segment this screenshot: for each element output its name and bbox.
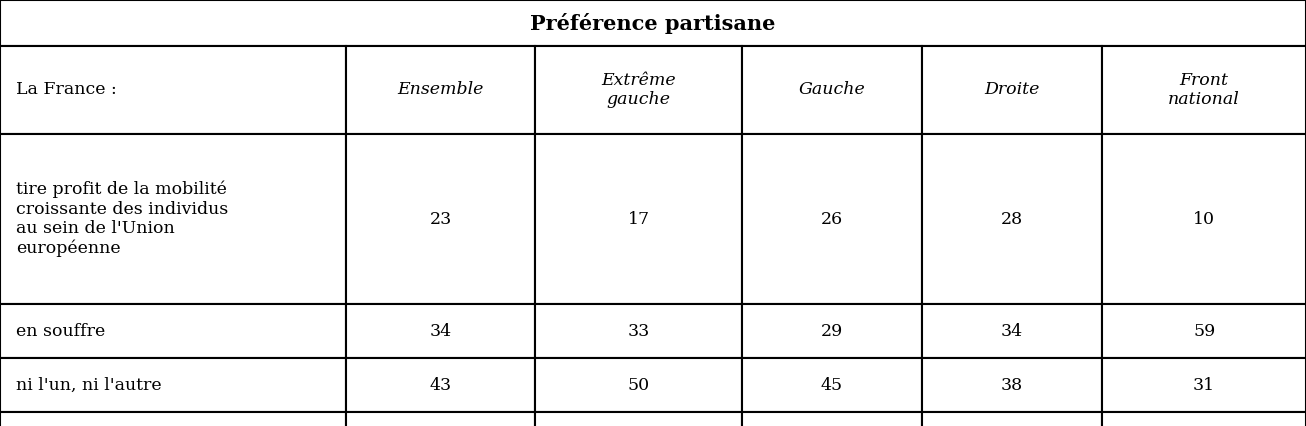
Text: 34: 34 (1002, 322, 1023, 340)
Text: 38: 38 (1002, 377, 1023, 394)
Text: tire profit de la mobilité
croissante des individus
au sein de l'Union
européenn: tire profit de la mobilité croissante de… (16, 181, 229, 257)
Text: ni l'un, ni l'autre: ni l'un, ni l'autre (16, 377, 162, 394)
Bar (346, 304, 535, 358)
Text: Droite: Droite (985, 81, 1040, 98)
Bar (922, 304, 1102, 358)
Bar (0, 134, 346, 304)
Text: 45: 45 (821, 377, 842, 394)
Bar (535, 412, 742, 426)
Text: 28: 28 (1002, 210, 1023, 227)
Bar (922, 134, 1102, 304)
Bar (535, 358, 742, 412)
Bar (1102, 134, 1306, 304)
Bar (742, 134, 922, 304)
Text: La France :: La France : (16, 81, 116, 98)
Bar (346, 46, 535, 134)
Bar (742, 412, 922, 426)
Bar (535, 304, 742, 358)
Text: 29: 29 (820, 322, 844, 340)
Text: Extrême
gauche: Extrême gauche (601, 72, 677, 108)
Text: 33: 33 (627, 322, 650, 340)
Bar (0, 412, 346, 426)
Bar (0, 304, 346, 358)
Bar (0, 358, 346, 412)
Text: Front
national: Front national (1169, 72, 1239, 108)
Text: 23: 23 (430, 210, 452, 227)
Text: 50: 50 (628, 377, 649, 394)
Bar (742, 46, 922, 134)
Bar (922, 46, 1102, 134)
Text: 31: 31 (1194, 377, 1215, 394)
Bar (0, 46, 346, 134)
Text: 10: 10 (1194, 210, 1215, 227)
Bar (742, 358, 922, 412)
Bar (346, 358, 535, 412)
Bar (1102, 412, 1306, 426)
Bar (1102, 46, 1306, 134)
Bar (922, 412, 1102, 426)
Text: Gauche: Gauche (798, 81, 866, 98)
Text: 43: 43 (430, 377, 452, 394)
Bar (346, 412, 535, 426)
Text: 34: 34 (430, 322, 452, 340)
Text: en souffre: en souffre (16, 322, 104, 340)
Text: Ensemble: Ensemble (397, 81, 485, 98)
Bar (1102, 358, 1306, 412)
Bar (535, 134, 742, 304)
Text: 26: 26 (821, 210, 842, 227)
Bar (535, 46, 742, 134)
Bar (0, 0, 1306, 46)
Bar (742, 304, 922, 358)
Text: Préférence partisane: Préférence partisane (530, 12, 776, 34)
Bar (346, 134, 535, 304)
Text: 17: 17 (628, 210, 649, 227)
Text: 59: 59 (1192, 322, 1216, 340)
Bar (1102, 304, 1306, 358)
Bar (922, 358, 1102, 412)
